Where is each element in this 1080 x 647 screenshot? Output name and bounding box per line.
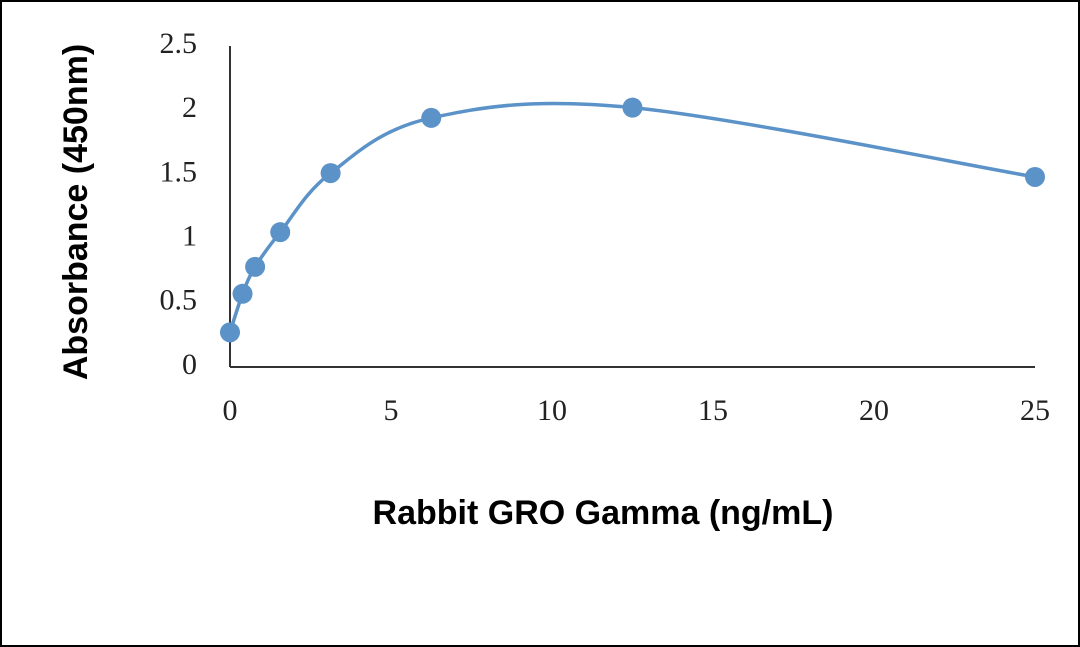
y-tick-label: 0 <box>182 348 197 381</box>
data-point <box>622 97 643 118</box>
data-point <box>232 283 253 304</box>
x-tick-label: 15 <box>698 394 728 427</box>
series-line <box>228 101 1036 333</box>
data-point <box>245 256 266 277</box>
x-tick-label: 10 <box>537 394 567 427</box>
y-tick-label: 1 <box>182 219 197 252</box>
x-tick-label: 5 <box>384 394 399 427</box>
data-point <box>320 163 341 184</box>
data-point <box>220 322 240 343</box>
y-tick-label: 0.5 <box>160 284 198 317</box>
y-tick-label: 1.5 <box>160 155 198 188</box>
y-axis-title: Absorbance (450nm) <box>57 44 95 380</box>
y-tick-label: 2 <box>182 91 197 124</box>
x-tick-label: 20 <box>859 394 889 427</box>
data-point <box>1025 166 1045 187</box>
data-point <box>421 107 442 128</box>
data-point <box>270 222 291 243</box>
x-axis-title: Rabbit GRO Gamma (ng/mL) <box>373 494 834 532</box>
x-tick-label: 25 <box>1020 394 1050 427</box>
x-tick-label: 0 <box>223 394 238 427</box>
y-tick-label: 2.5 <box>160 27 198 60</box>
